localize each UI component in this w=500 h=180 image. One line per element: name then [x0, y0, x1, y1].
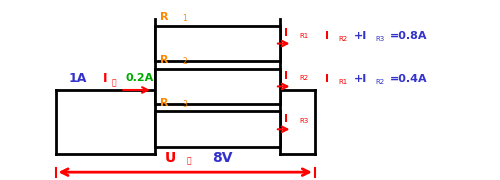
Text: R2: R2: [376, 79, 385, 85]
Text: U: U: [164, 151, 176, 165]
Text: R2: R2: [300, 75, 309, 81]
Text: I: I: [103, 72, 108, 85]
Text: R: R: [160, 98, 169, 108]
Text: 8V: 8V: [212, 151, 233, 165]
Text: +I: +I: [354, 31, 367, 41]
Bar: [156, 26, 280, 61]
Text: 1: 1: [182, 14, 187, 23]
Text: R: R: [160, 55, 169, 65]
Text: R3: R3: [300, 118, 309, 124]
Text: I: I: [284, 71, 288, 81]
Text: R: R: [160, 12, 169, 22]
Text: =0.4A: =0.4A: [390, 74, 427, 84]
Text: =0.8A: =0.8A: [390, 31, 427, 41]
Text: R2: R2: [339, 36, 348, 42]
Text: R3: R3: [376, 36, 385, 42]
Text: 0.2A: 0.2A: [125, 73, 154, 83]
Text: +I: +I: [354, 74, 367, 84]
Text: 1A: 1A: [69, 72, 87, 85]
Text: I: I: [325, 74, 329, 84]
Text: I: I: [284, 114, 288, 124]
Text: R1: R1: [339, 79, 348, 85]
Bar: [156, 111, 280, 147]
Bar: [156, 69, 280, 104]
Text: 3: 3: [182, 100, 187, 109]
Text: 总: 总: [112, 78, 116, 87]
Text: 总: 总: [187, 156, 192, 165]
Text: I: I: [325, 31, 329, 41]
Text: 2: 2: [182, 57, 187, 66]
Text: I: I: [284, 28, 288, 38]
Text: R1: R1: [300, 33, 309, 39]
